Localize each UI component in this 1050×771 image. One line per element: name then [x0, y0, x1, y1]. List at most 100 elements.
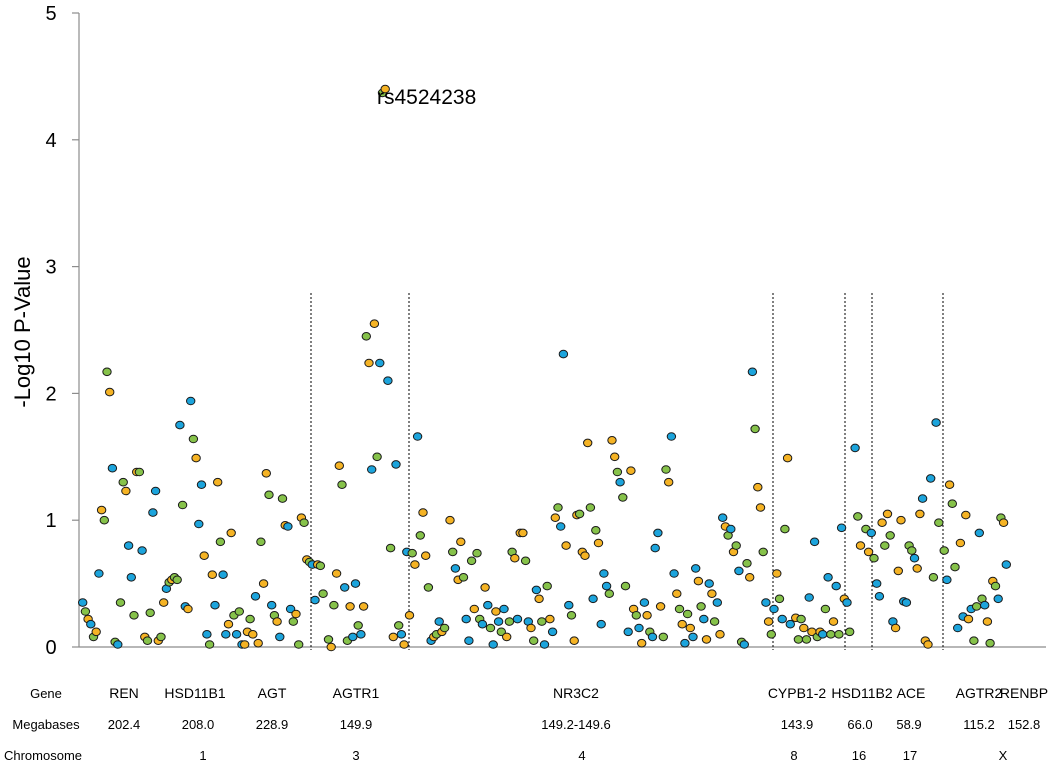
snp-point — [693, 576, 704, 586]
snp-point — [129, 611, 139, 620]
snp-point — [580, 551, 590, 561]
snp-point — [172, 575, 182, 585]
snp-point — [672, 589, 682, 599]
snp-point — [518, 528, 528, 538]
snp-point — [583, 438, 593, 448]
snp-point — [769, 604, 779, 614]
snp-point — [774, 594, 785, 604]
snp-point — [318, 589, 328, 599]
snp-point — [250, 592, 261, 601]
snp-point — [893, 566, 903, 576]
snp-point — [277, 494, 288, 503]
snp-point — [264, 490, 274, 500]
snp-point — [105, 387, 115, 397]
snp-point — [156, 632, 166, 642]
snp-point — [369, 319, 380, 329]
megabase-label: 66.0 — [847, 717, 872, 732]
megabase-label: 202.4 — [108, 717, 141, 732]
snp-point — [993, 594, 1003, 604]
snp-point — [221, 630, 231, 639]
megabase-label: 152.8 — [1008, 717, 1041, 732]
snp-point — [980, 600, 990, 610]
snp-point — [545, 614, 555, 624]
gene-label-hsd11b2: HSD11B2 — [831, 685, 892, 701]
snp-point — [601, 581, 612, 591]
snp-point — [337, 480, 347, 490]
snp-point — [267, 600, 277, 610]
snp-point — [464, 636, 474, 646]
snp-point — [715, 630, 725, 639]
snp-point — [188, 434, 199, 444]
chromosome-labels: 1 3 4 8 16 17 X — [199, 748, 1007, 763]
snp-point — [372, 452, 382, 462]
y-ticks: 0 1 2 3 4 5 — [45, 3, 79, 659]
snp-point — [531, 585, 542, 595]
snp-point — [407, 548, 417, 558]
megabase-label: 143.9 — [781, 717, 814, 732]
snp-point — [623, 627, 633, 637]
snp-point — [194, 519, 204, 529]
snp-point — [709, 617, 720, 626]
gene-label-hsd11b1: HSD11B1 — [164, 685, 225, 701]
snp-point — [564, 600, 574, 610]
snp-point — [91, 627, 101, 637]
snp-point — [488, 640, 498, 649]
snp-point — [361, 332, 371, 341]
snp-point — [388, 632, 398, 642]
snp-point — [707, 589, 717, 599]
snp-point — [872, 579, 882, 588]
chromosome-label: 3 — [352, 748, 359, 763]
snp-point — [658, 632, 668, 642]
snp-point — [804, 593, 814, 602]
snp-point — [529, 636, 539, 646]
snp-point — [434, 617, 444, 626]
snp-point — [353, 621, 363, 630]
axes — [78, 13, 1046, 648]
snp-point — [799, 623, 809, 633]
snp-point — [909, 553, 920, 563]
snp-point — [823, 573, 833, 582]
snp-point — [944, 480, 955, 490]
snp-point — [186, 396, 196, 406]
snp-point — [191, 453, 201, 463]
snp-point — [877, 518, 887, 528]
gene-label-ren: REN — [109, 685, 139, 701]
snp-point — [998, 518, 1009, 528]
snp-point — [240, 640, 250, 649]
snp-point — [248, 630, 258, 639]
snp-point — [512, 614, 523, 624]
snp-point — [159, 598, 169, 607]
snp-point — [674, 604, 685, 614]
snp-point — [680, 638, 690, 648]
snp-point — [682, 609, 693, 619]
snp-point — [834, 630, 844, 639]
snp-point — [483, 600, 493, 610]
snp-point — [726, 524, 736, 534]
snp-point — [777, 614, 787, 624]
snp-point — [218, 570, 228, 580]
snp-point — [593, 538, 604, 548]
chromosome-label: 1 — [199, 748, 206, 763]
snp-point — [283, 522, 293, 531]
snp-point — [137, 546, 147, 555]
snp-point — [231, 630, 242, 639]
snp-point — [526, 623, 536, 633]
snp-point — [818, 630, 828, 639]
snp-point — [758, 547, 768, 557]
snp-point — [574, 509, 585, 519]
snp-point — [701, 635, 712, 644]
snp-point — [801, 635, 812, 644]
snp-point — [734, 566, 744, 576]
snp-point — [534, 594, 544, 604]
snp-point — [375, 358, 385, 368]
snp-point — [750, 424, 760, 434]
snp-point — [704, 579, 714, 588]
snp-point — [323, 635, 334, 644]
snp-point — [853, 512, 863, 521]
snp-point — [820, 604, 831, 614]
y-tick-label: 1 — [45, 510, 56, 532]
snp-point — [421, 551, 431, 561]
snp-point — [718, 513, 728, 523]
annotation-rs4524238: rs4524238 — [377, 86, 476, 109]
snp-point — [939, 546, 949, 555]
